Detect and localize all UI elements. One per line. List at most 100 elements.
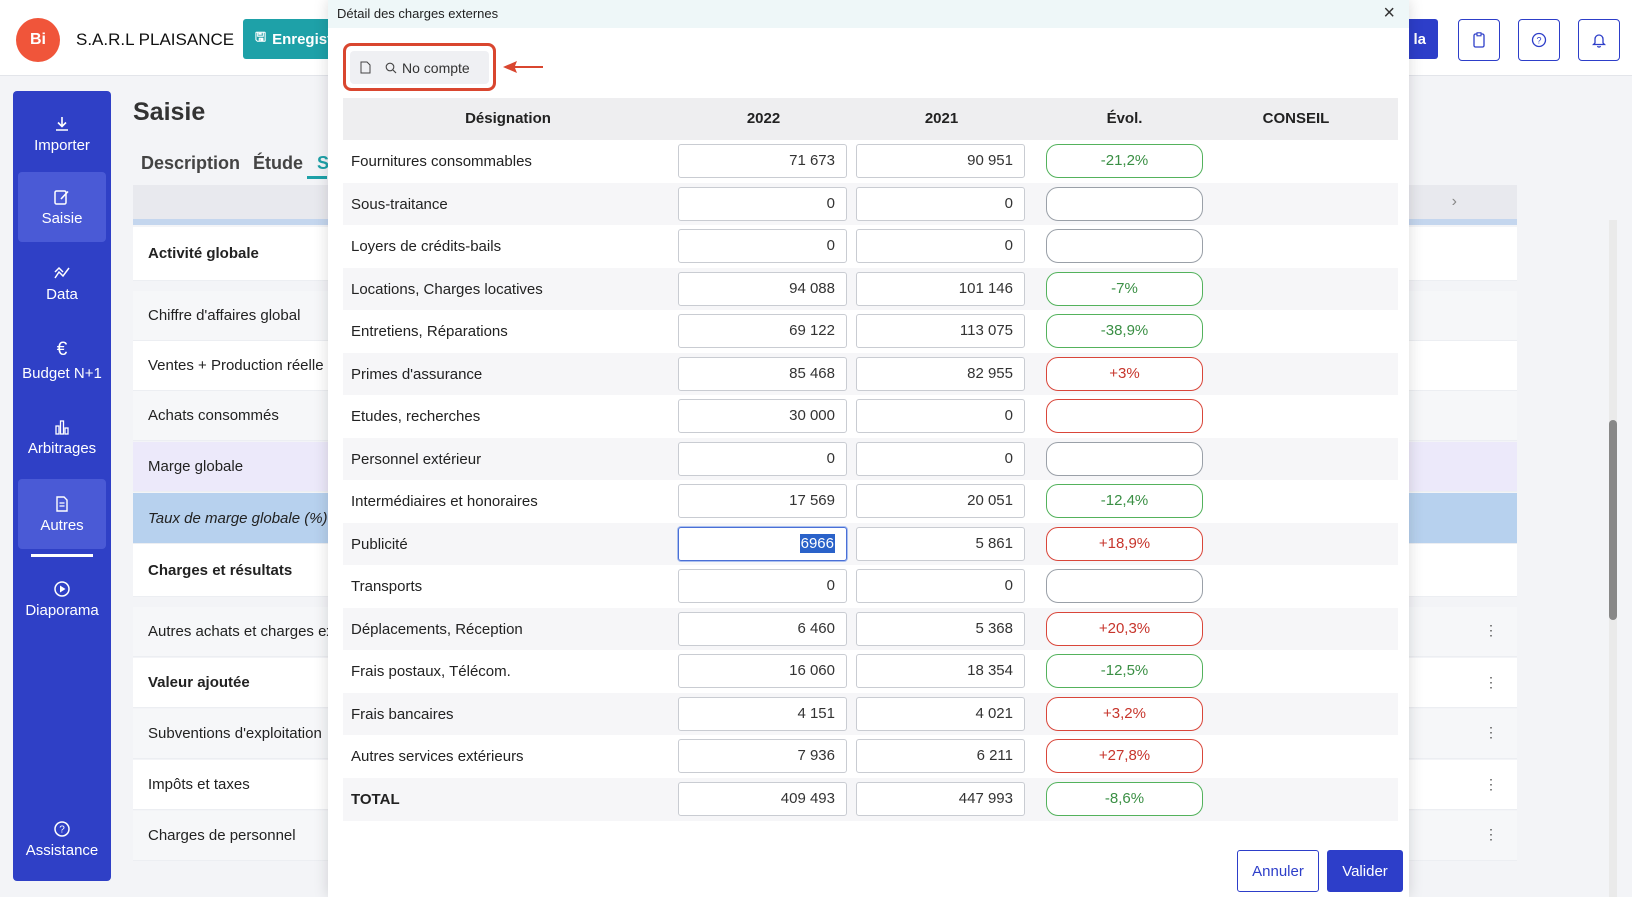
value-2022-input[interactable]: 0 xyxy=(678,186,847,221)
value-2022-text: 0 xyxy=(826,449,835,467)
value-2022-text: 4 151 xyxy=(797,704,835,722)
file-icon xyxy=(360,61,371,74)
row-menu-icon[interactable]: ⋮ xyxy=(1484,724,1498,740)
tab-etude[interactable]: Étude xyxy=(253,153,304,173)
evolution-badge: +3,2% xyxy=(1046,696,1203,731)
value-2021-input[interactable]: 4 021 xyxy=(856,696,1025,731)
value-2022-input[interactable]: 7 936 xyxy=(678,739,847,773)
value-2021-input[interactable]: 0 xyxy=(856,229,1025,263)
value-2021-input[interactable]: 5 368 xyxy=(856,611,1025,646)
value-2021-input[interactable]: 6 211 xyxy=(856,739,1025,773)
evolution-badge xyxy=(1046,186,1203,221)
tab-description[interactable]: Description xyxy=(141,153,241,173)
bar-chart-icon xyxy=(55,419,69,435)
value-2022-text: 0 xyxy=(826,577,835,594)
value-2022-text: 71 673 xyxy=(789,152,835,169)
value-2022-input[interactable]: 0 xyxy=(678,569,847,603)
value-2022-text: 16 060 xyxy=(789,662,835,679)
row-menu-icon[interactable]: ⋮ xyxy=(1484,674,1498,690)
no-compte-button[interactable]: No compte xyxy=(350,51,489,84)
value-2021-input[interactable]: 0 xyxy=(856,399,1025,433)
value-2022-input[interactable]: 0 xyxy=(678,441,847,476)
sidebar-item-data[interactable]: Data xyxy=(18,248,106,318)
tab-saisie[interactable]: S xyxy=(317,153,330,173)
value-2022-text: 0 xyxy=(826,237,835,254)
value-2021-input[interactable]: 82 955 xyxy=(856,356,1025,391)
sidebar: Importer Saisie Data € Budget N+1 Arbitr… xyxy=(13,91,111,881)
help-icon[interactable]: ? xyxy=(1518,19,1560,61)
cancel-button[interactable]: Annuler xyxy=(1237,850,1319,892)
value-2022-input[interactable]: 85 468 xyxy=(678,356,847,391)
value-2022-input[interactable]: 69 122 xyxy=(678,314,847,348)
row-label: Personnel extérieur xyxy=(351,450,482,468)
table-row: Sous-traitance 0 0 xyxy=(343,182,1398,226)
submit-button[interactable]: Valider xyxy=(1327,850,1403,892)
value-2022-text: 6 460 xyxy=(797,619,835,637)
value-2022-text: 17 569 xyxy=(789,492,835,509)
evolution-badge: +3% xyxy=(1046,356,1203,391)
value-2021-input[interactable]: 18 354 xyxy=(856,654,1025,688)
row-menu-icon[interactable]: ⋮ xyxy=(1484,776,1498,792)
sidebar-item-arbitrages[interactable]: Arbitrages xyxy=(18,402,106,472)
table-row: Etudes, recherches 30 000 0 xyxy=(343,395,1398,438)
company-name: S.A.R.L PLAISANCE xyxy=(76,30,235,49)
evolution-badge: -21,2% xyxy=(1046,144,1203,178)
row-label: Primes d'assurance xyxy=(351,365,483,383)
sidebar-item-assistance[interactable]: ? Assistance xyxy=(18,804,106,874)
value-2021-input[interactable]: 0 xyxy=(856,569,1025,603)
sidebar-item-importer[interactable]: Importer xyxy=(18,99,106,169)
row-label: Déplacements, Réception xyxy=(351,620,523,638)
page-title: Saisie xyxy=(133,98,206,126)
table-row: TOTAL 409 493 447 993 -8,6% xyxy=(343,777,1398,821)
value-2022-input[interactable]: 71 673 xyxy=(678,144,847,178)
value-2021-input[interactable]: 5 861 xyxy=(856,526,1025,561)
bell-icon[interactable] xyxy=(1578,19,1620,61)
evolution-badge xyxy=(1046,569,1203,603)
row-label: Transports xyxy=(351,578,423,595)
value-2021-input[interactable]: 0 xyxy=(856,441,1025,476)
value-2022-input[interactable]: 6 460 xyxy=(678,611,847,646)
value-2022-text: 409 493 xyxy=(780,789,835,807)
sidebar-item-autres[interactable]: Autres xyxy=(18,479,106,549)
sidebar-item-diaporama[interactable]: Diaporama xyxy=(18,564,106,634)
value-2021-input[interactable]: 101 146 xyxy=(856,271,1025,306)
sidebar-item-label: Assistance xyxy=(25,841,99,859)
clipboard-icon[interactable] xyxy=(1458,19,1500,61)
table-row: Frais postaux, Télécom. 16 060 18 354 -12,5… xyxy=(343,650,1398,693)
value-2021-input[interactable]: 20 051 xyxy=(856,484,1025,518)
value-2022-input[interactable]: 16 060 xyxy=(678,654,847,688)
table-row: Entretiens, Réparations 69 122 113 075 -38,… xyxy=(343,310,1398,353)
evolution-badge xyxy=(1046,399,1203,433)
table-row: Loyers de crédits-bails 0 0 xyxy=(343,225,1398,268)
value-2022-input[interactable]: 409 493 xyxy=(678,781,847,816)
value-2022-input[interactable]: 4 151 xyxy=(678,696,847,731)
value-2022-text: 7 936 xyxy=(797,747,835,764)
play-icon xyxy=(54,580,70,597)
value-2022-input[interactable]: 94 088 xyxy=(678,271,847,306)
value-2022-input[interactable]: 30 000 xyxy=(678,399,847,433)
sidebar-item-label: Autres xyxy=(40,516,84,534)
scrollbar-thumb[interactable] xyxy=(1609,420,1617,620)
row-menu-icon[interactable]: ⋮ xyxy=(1484,826,1498,842)
value-2021-input[interactable]: 447 993 xyxy=(856,781,1025,816)
value-2021-input[interactable]: 113 075 xyxy=(856,314,1025,348)
close-icon[interactable]: × xyxy=(1383,2,1395,24)
value-2022-input[interactable]: 0 xyxy=(678,229,847,263)
table-row: Intermédiaires et honoraires 17 569 20 051… xyxy=(343,480,1398,523)
row-label: Autres services extérieurs xyxy=(351,748,524,765)
row-menu-icon[interactable]: ⋮ xyxy=(1484,622,1498,638)
value-2022-input[interactable]: 17 569 xyxy=(678,484,847,518)
value-2021-input[interactable]: 90 951 xyxy=(856,144,1025,178)
save-button-label: Enregist xyxy=(272,30,333,48)
row-label: Frais postaux, Télécom. xyxy=(351,663,511,680)
evolution-badge: -38,9% xyxy=(1046,314,1203,348)
column-header-designation: Désignation xyxy=(465,110,551,127)
column-header-evol: Évol. xyxy=(1106,110,1143,127)
table-row: Déplacements, Réception 6 460 5 368 +20,3% xyxy=(343,607,1398,651)
sidebar-item-budget[interactable]: € Budget N+1 xyxy=(18,325,106,395)
sidebar-item-saisie[interactable]: Saisie xyxy=(18,172,106,242)
chevron-right-icon[interactable]: › xyxy=(1451,193,1457,210)
value-2022-input[interactable]: 6966 xyxy=(678,526,847,561)
evolution-badge: -12,5% xyxy=(1046,654,1203,688)
value-2021-input[interactable]: 0 xyxy=(856,186,1025,221)
